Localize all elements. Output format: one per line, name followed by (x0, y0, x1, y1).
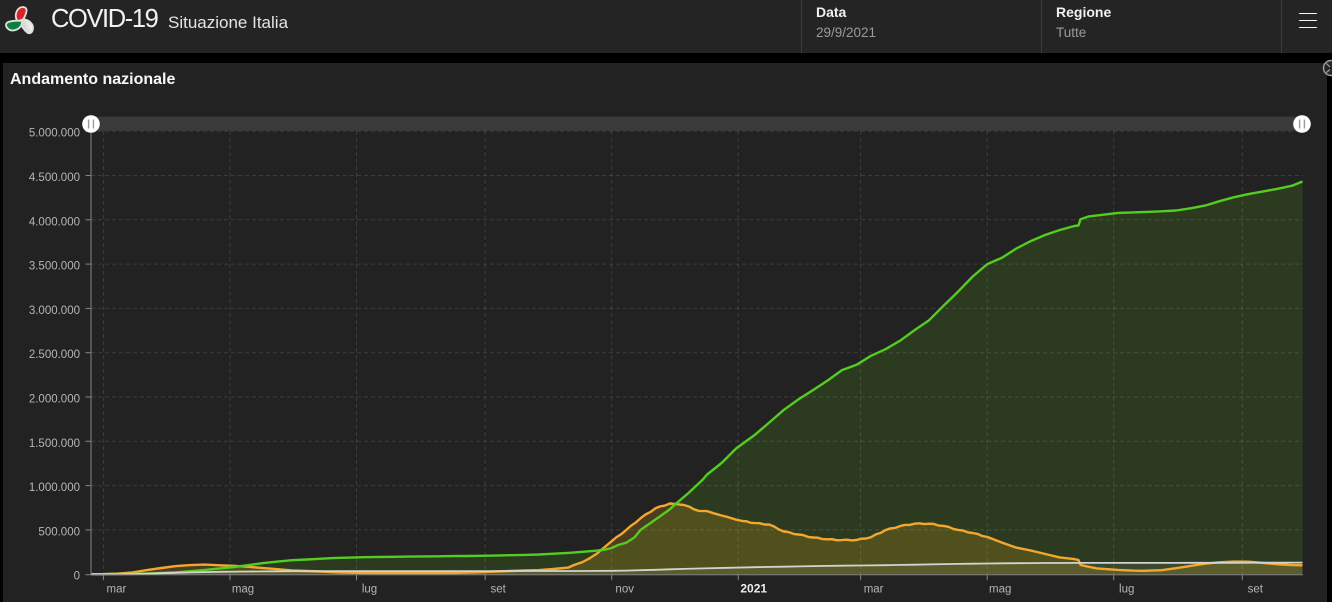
svg-text:2.500.000: 2.500.000 (29, 349, 80, 361)
svg-text:lug: lug (1119, 584, 1134, 596)
svg-text:lug: lug (362, 584, 377, 596)
svg-text:3.000.000: 3.000.000 (29, 305, 80, 317)
svg-text:mar: mar (106, 584, 126, 596)
svg-text:0: 0 (74, 571, 80, 583)
svg-text:4.000.000: 4.000.000 (29, 216, 80, 228)
svg-text:3.500.000: 3.500.000 (29, 261, 80, 273)
svg-text:mag: mag (232, 584, 254, 596)
svg-text:4.500.000: 4.500.000 (29, 172, 80, 184)
svg-text:set: set (491, 584, 507, 596)
svg-text:set: set (1248, 584, 1264, 596)
svg-text:5.000.000: 5.000.000 (29, 128, 80, 140)
svg-text:1.500.000: 1.500.000 (29, 438, 80, 450)
svg-text:nov: nov (615, 584, 634, 596)
svg-text:1.000.000: 1.000.000 (29, 482, 80, 494)
svg-text:mar: mar (864, 584, 884, 596)
svg-text:mag: mag (989, 584, 1011, 596)
svg-text:500.000: 500.000 (38, 526, 80, 538)
svg-text:2.000.000: 2.000.000 (29, 394, 80, 406)
svg-text:2021: 2021 (740, 582, 767, 596)
